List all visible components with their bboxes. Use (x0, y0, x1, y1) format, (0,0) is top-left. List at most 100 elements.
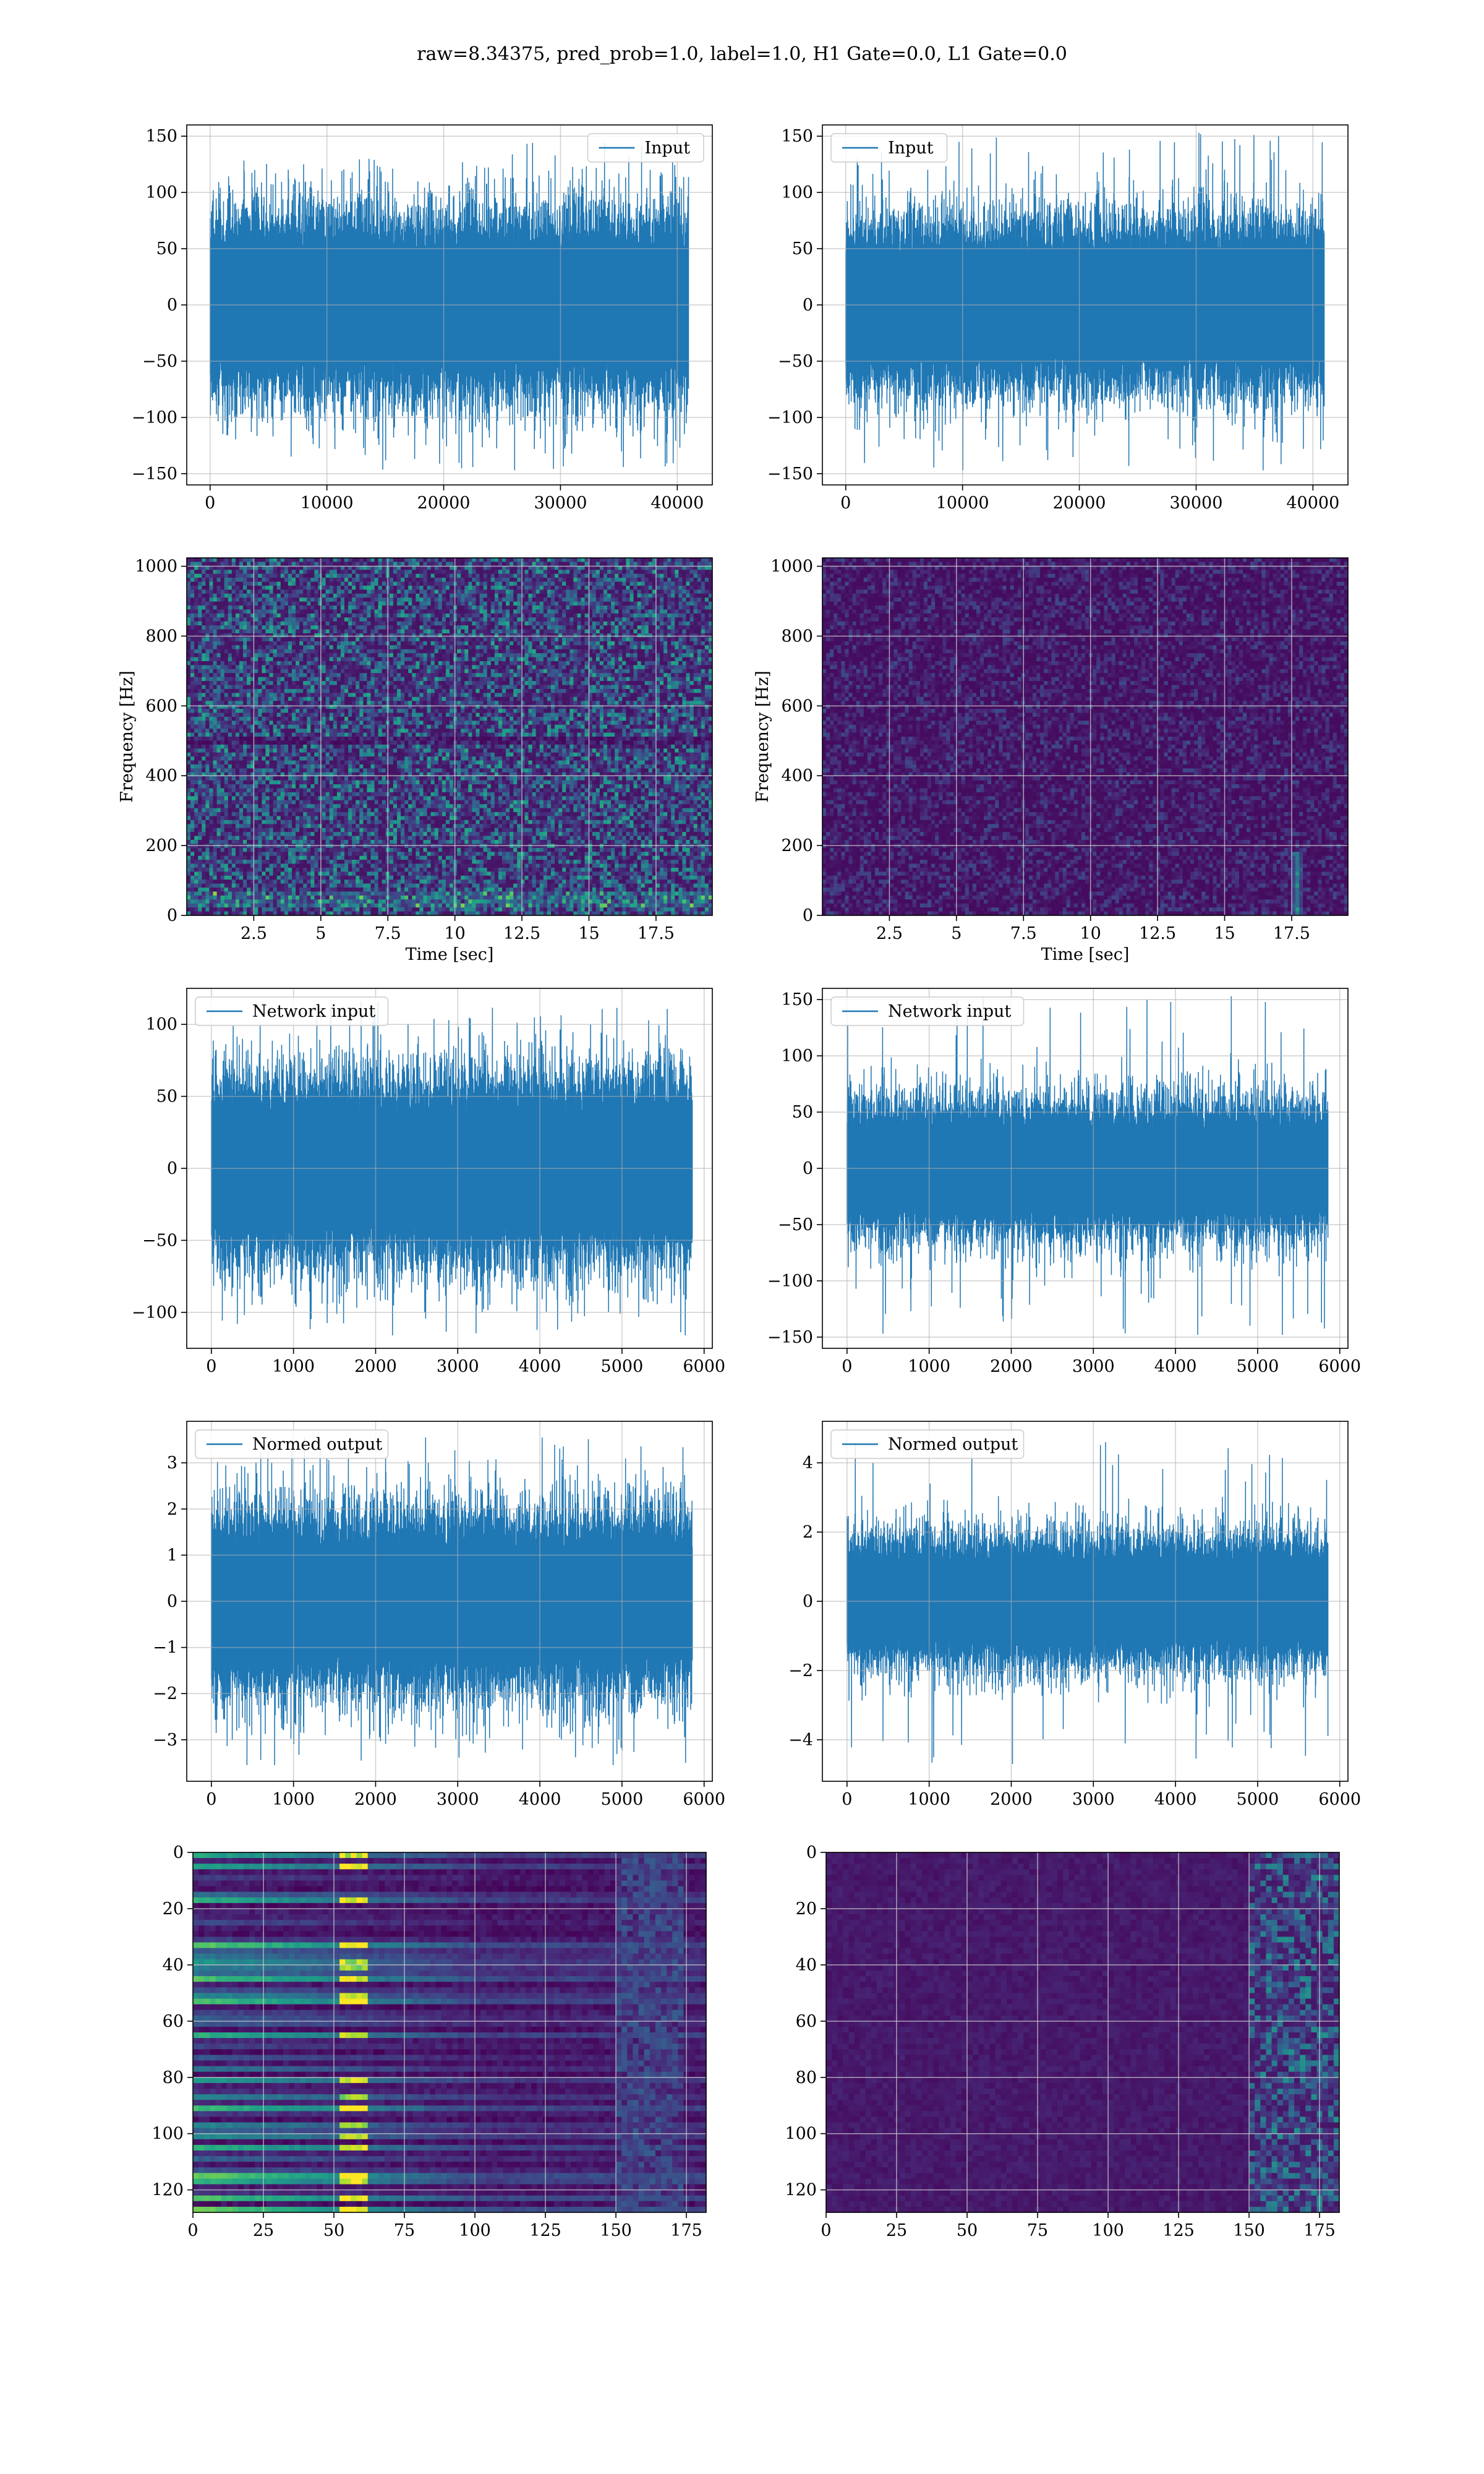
y-tick-label: 50 (156, 239, 177, 259)
y-tick-label: 100 (781, 1047, 813, 1066)
x-tick-label: 10 (1080, 924, 1101, 943)
x-tick-label: 150 (1233, 2221, 1265, 2240)
y-tick-label: −100 (132, 1303, 177, 1322)
chart-h1-spectrogram: 2.5 5 7.5 10 12.5 15 17.5 0 200 400 600 800 1000 Time… (117, 557, 713, 964)
y-tick-label: 4 (803, 1453, 813, 1473)
y-tick-label: −100 (767, 408, 813, 427)
x-tick-label: 7.5 (375, 924, 401, 943)
y-tick-label: 0 (167, 906, 177, 925)
x-tick-label: 5000 (601, 1357, 644, 1376)
x-axis-label: Time [sec] (406, 945, 494, 964)
y-tick-label: 50 (792, 239, 813, 259)
heatmap-cells (187, 558, 712, 915)
x-tick-label: 2000 (354, 1357, 397, 1376)
axes-frame (192, 1852, 707, 2213)
x-tick-label: 1000 (908, 1790, 950, 1809)
x-tick-label: 15 (1214, 924, 1235, 943)
series-line (211, 1001, 693, 1336)
y-tick-label: −2 (153, 1684, 177, 1703)
y-tick-label: 400 (145, 766, 177, 785)
x-tick-label: 2000 (990, 1357, 1033, 1376)
x-tick-label: 6000 (1318, 1357, 1361, 1376)
x-tick-label: 12.5 (1139, 924, 1176, 943)
heatmap-cells (826, 1852, 1339, 2212)
y-tick-label: 20 (163, 1899, 184, 1919)
series-line (211, 1437, 693, 1765)
chart-h1-normed-output: 0 1000 2000 3000 4000 5000 6000 −3 −2 −1 0 1 2 3 Norme… (153, 1421, 725, 1809)
y-tick-label: 50 (792, 1103, 813, 1122)
y-tick-label: 60 (796, 2012, 817, 2031)
plot-area (193, 1852, 706, 2212)
x-tick-label: 125 (529, 2221, 561, 2240)
x-tick-label: 0 (821, 2221, 831, 2240)
y-tick-label: −2 (788, 1661, 813, 1680)
y-tick-label: −100 (767, 1272, 813, 1291)
y-tick-label: −150 (767, 464, 813, 484)
x-tick-label: 4000 (1154, 1357, 1197, 1376)
y-tick-label: 600 (145, 696, 177, 716)
plot-area (211, 1001, 693, 1336)
y-tick-label: 80 (796, 2068, 817, 2087)
y-tick-label: 2 (803, 1523, 813, 1542)
plot-area (826, 1852, 1339, 2212)
grid-lines (822, 1421, 1348, 1781)
chart-h1-network-input: 0 1000 2000 3000 4000 5000 6000 −100 −50 0 50 100 Ne… (132, 988, 725, 1376)
x-tick-label: 0 (205, 494, 215, 513)
y-tick-label: 0 (806, 1843, 817, 1862)
y-tick-label: −100 (132, 408, 177, 427)
plot-area (846, 996, 1329, 1335)
y-tick-label: 40 (163, 1956, 184, 1975)
y-tick-label: 60 (163, 2012, 184, 2031)
axes-frame (825, 1852, 1340, 2213)
chart-l1-normed-output: 0 1000 2000 3000 4000 5000 6000 −4 −2 0 2 4 Normed o… (788, 1421, 1361, 1809)
y-tick-label: −150 (767, 1328, 813, 1347)
y-tick-label: 150 (145, 127, 177, 146)
y-tick-label: −50 (778, 352, 813, 371)
x-tick-label: 125 (1162, 2221, 1195, 2240)
y-tick-label: 100 (145, 183, 177, 202)
figure-title: raw=8.34375, pred_prob=1.0, label=1.0, H… (0, 43, 1484, 65)
grid-lines (826, 1852, 1339, 2212)
plot-area (187, 558, 712, 915)
x-tick-label: 5000 (1237, 1357, 1279, 1376)
legend: Normed output (830, 1429, 1025, 1459)
chart-h1-feature-map: 0 25 50 75 100 125 150 175 0 20 40 60 80 100 120 (151, 1843, 707, 2240)
y-tick-label: 600 (781, 696, 813, 716)
y-tick-label: 200 (781, 836, 813, 855)
chart-h1-input: 0 10000 20000 30000 40000 −150 −100 −50 0 50 100 15… (132, 124, 713, 513)
chart-l1-network-input: 0 1000 2000 3000 4000 5000 6000 −150 −100 −50 0 50 1… (767, 988, 1361, 1376)
legend: Network input (195, 996, 389, 1026)
grid-lines (187, 988, 712, 1348)
legend-label: Network input (252, 1002, 375, 1021)
y-tick-label: 100 (781, 183, 813, 202)
x-tick-label: 50 (957, 2221, 978, 2240)
grid-lines (822, 125, 1348, 485)
y-tick-label: 3 (167, 1453, 177, 1473)
y-tick-label: −50 (778, 1215, 813, 1235)
legend: Input (587, 133, 704, 163)
y-tick-label: 400 (781, 766, 813, 785)
x-tick-label: 7.5 (1010, 924, 1037, 943)
y-tick-label: 0 (167, 1159, 177, 1178)
y-tick-label: 100 (145, 1015, 177, 1034)
x-tick-label: 25 (253, 2221, 274, 2240)
y-tick-label: −1 (153, 1638, 177, 1658)
x-tick-label: 50 (323, 2221, 344, 2240)
x-tick-label: 10000 (936, 494, 989, 513)
x-tick-label: 100 (459, 2221, 491, 2240)
plot-area (211, 1437, 693, 1765)
chart-l1-input: 0 10000 20000 30000 40000 −150 −100 −50 0 50 100 15… (767, 124, 1349, 513)
x-tick-label: 10 (444, 924, 465, 943)
x-tick-label: 12.5 (503, 924, 540, 943)
x-tick-label: 175 (670, 2221, 702, 2240)
x-tick-label: 0 (187, 2221, 198, 2240)
y-tick-label: −3 (153, 1731, 177, 1750)
x-tick-label: 4000 (519, 1357, 561, 1376)
y-tick-label: 1000 (770, 557, 813, 576)
y-tick-label: 80 (163, 2068, 184, 2087)
plot-area (845, 132, 1325, 471)
y-tick-label: 800 (145, 627, 177, 646)
legend-label: Normed output (888, 1435, 1018, 1454)
x-tick-label: 0 (842, 1790, 852, 1809)
y-axis-label: Frequency [Hz] (117, 670, 137, 802)
